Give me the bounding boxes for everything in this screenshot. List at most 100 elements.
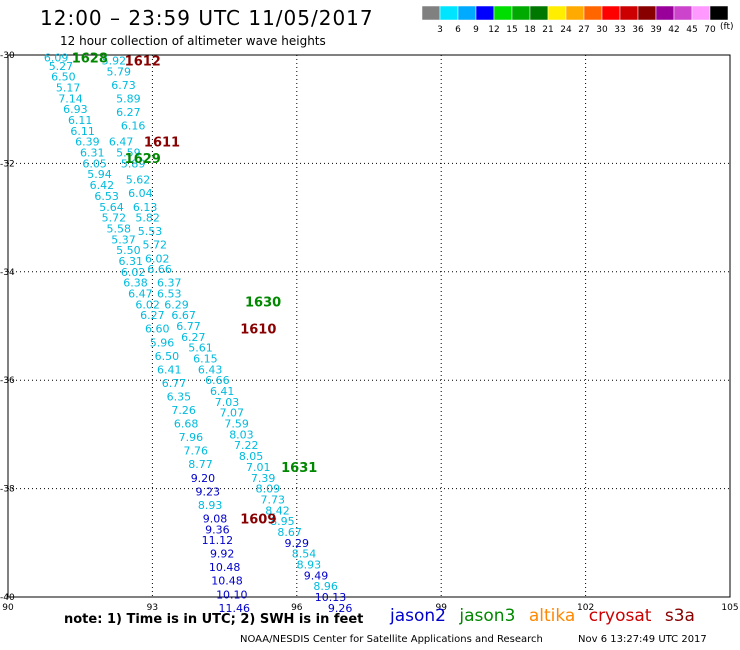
- wave-height-value: 5.94: [87, 168, 112, 181]
- track-time-label: 1629: [125, 152, 161, 167]
- wave-height-value: 5.58: [106, 222, 131, 235]
- track-time-label: 1630: [245, 296, 281, 311]
- wave-height-value: 5.72: [143, 239, 168, 252]
- wave-height-value: 6.31: [118, 255, 143, 268]
- color-scale-label: 33: [614, 25, 625, 34]
- wave-height-value: 5.64: [99, 201, 124, 214]
- wave-height-value: 7.39: [251, 472, 276, 485]
- map-frame: [7, 54, 731, 598]
- wave-height-value: 5.61: [188, 342, 213, 355]
- color-scale-label: 9: [473, 25, 479, 34]
- wave-height-value: 9.08: [203, 512, 228, 525]
- track-time-label: 1612: [125, 54, 161, 69]
- wave-height-value: 10.13: [315, 591, 347, 604]
- wave-height-value: 7.96: [179, 431, 204, 444]
- color-scale-label: 39: [650, 25, 662, 34]
- map-title: 12:00 – 23:59 UTC 11/05/2017: [40, 6, 374, 30]
- wave-height-value: 5.27: [49, 60, 74, 73]
- wave-height-value: 6.11: [70, 125, 95, 138]
- lon-tick-label: 93: [147, 603, 158, 613]
- wave-height-value: 6.73: [111, 79, 136, 92]
- wave-height-value: 8.42: [265, 504, 290, 517]
- lon-tick-label: 90: [2, 603, 14, 613]
- color-scale-label: 36: [632, 25, 644, 34]
- wave-height-value: 6.93: [63, 103, 88, 116]
- wave-height-value: 5.59: [116, 147, 141, 160]
- wave-height-value: 6.27: [181, 331, 206, 344]
- wave-height-value: 7.76: [183, 445, 208, 458]
- color-scale-label: 12: [488, 25, 499, 34]
- satellite-legend: jason2 jason3 altika cryosat s3a: [390, 606, 703, 626]
- wave-height-value: 7.22: [234, 439, 259, 452]
- wave-height-value: 6.37: [157, 277, 182, 290]
- wave-height-value: 6.39: [75, 136, 100, 149]
- color-scale-label: 24: [560, 25, 572, 34]
- wave-height-value: 5.89: [121, 157, 146, 170]
- wave-height-value: 5.50: [116, 244, 141, 257]
- wave-height-value: 10.48: [209, 561, 241, 574]
- lat-tick-label: -36: [0, 376, 15, 386]
- wave-height-value: 6.53: [94, 190, 119, 203]
- color-swatch: [709, 6, 729, 21]
- wave-height-value: 7.07: [220, 407, 245, 420]
- wave-height-value: 8.96: [313, 580, 338, 593]
- wave-height-value: 6.47: [128, 287, 153, 300]
- lon-tick-label: 102: [577, 603, 594, 613]
- wave-height-value: 6.29: [164, 298, 189, 311]
- wave-height-value: 9.26: [328, 602, 353, 615]
- map-note: note: 1) Time is in UTC; 2) SWH is in fe…: [64, 612, 364, 627]
- wave-height-value: 5.37: [111, 233, 136, 246]
- footer-timestamp: Nov 6 13:27:49 UTC 2017: [578, 634, 707, 645]
- wave-height-value: 6.66: [147, 263, 172, 276]
- wave-height-value: 10.48: [211, 575, 243, 588]
- wave-height-value: 9.49: [304, 569, 329, 582]
- wave-height-value: 6.04: [128, 187, 153, 200]
- wave-height-value: 7.03: [215, 396, 240, 409]
- wave-height-value: 7.73: [260, 493, 285, 506]
- legend-jason3: jason3: [459, 606, 516, 626]
- track-time-label: 1609: [240, 512, 276, 527]
- wave-height-value: 6.68: [174, 418, 199, 431]
- wave-height-value: 6.38: [123, 277, 148, 290]
- wave-height-value: 8.03: [229, 428, 254, 441]
- wave-height-value: 8.05: [239, 450, 264, 463]
- track-time-label: 1628: [72, 52, 108, 67]
- legend-cryosat: cryosat: [588, 606, 652, 626]
- wave-height-value: 7.59: [224, 418, 249, 431]
- wave-height-value: 6.42: [90, 179, 115, 192]
- wave-height-value: 9.92: [210, 548, 235, 561]
- wave-height-value: 6.05: [82, 157, 107, 170]
- wave-height-value: 8.93: [297, 558, 322, 571]
- lat-tick-label: -38: [0, 485, 15, 495]
- wave-height-value: 6.60: [145, 323, 170, 336]
- lat-tick-label: -32: [0, 159, 15, 169]
- wave-height-value: 6.27: [140, 309, 165, 322]
- wave-height-value: 5.53: [138, 225, 163, 238]
- lon-tick-label: 99: [435, 603, 447, 613]
- wave-height-value: 9.23: [196, 485, 221, 498]
- wave-height-value: 6.77: [162, 377, 187, 390]
- wave-height-value: 8.77: [188, 458, 213, 471]
- wave-height-value: 6.27: [116, 106, 141, 119]
- lat-tick-label: -40: [0, 593, 15, 603]
- lon-tick-label: 96: [291, 603, 303, 613]
- wave-height-value: 5.17: [56, 82, 81, 95]
- wave-height-value: 9.29: [285, 537, 310, 550]
- footer-credit: NOAA/NESDIS Center for Satellite Applica…: [240, 634, 543, 645]
- wave-height-value: 6.16: [121, 119, 146, 132]
- wave-height-value: 9.36: [205, 523, 230, 536]
- wave-height-value: 5.96: [150, 336, 175, 349]
- wave-height-value: 6.50: [155, 350, 180, 363]
- wave-height-value: 6.50: [51, 71, 76, 84]
- wave-height-value: 6.43: [198, 363, 223, 376]
- wave-height-value: 6.09: [44, 52, 69, 65]
- lat-tick-label: -34: [0, 268, 15, 278]
- map-subtitle: 12 hour collection of altimeter wave hei…: [60, 34, 326, 48]
- track-time-label: 1610: [240, 323, 276, 338]
- lon-tick-label: 105: [721, 603, 738, 613]
- wave-height-value: 5.79: [106, 65, 131, 78]
- wave-height-value: 6.11: [68, 114, 93, 127]
- wave-height-value: 6.02: [135, 298, 160, 311]
- track-time-label: 1631: [281, 461, 317, 476]
